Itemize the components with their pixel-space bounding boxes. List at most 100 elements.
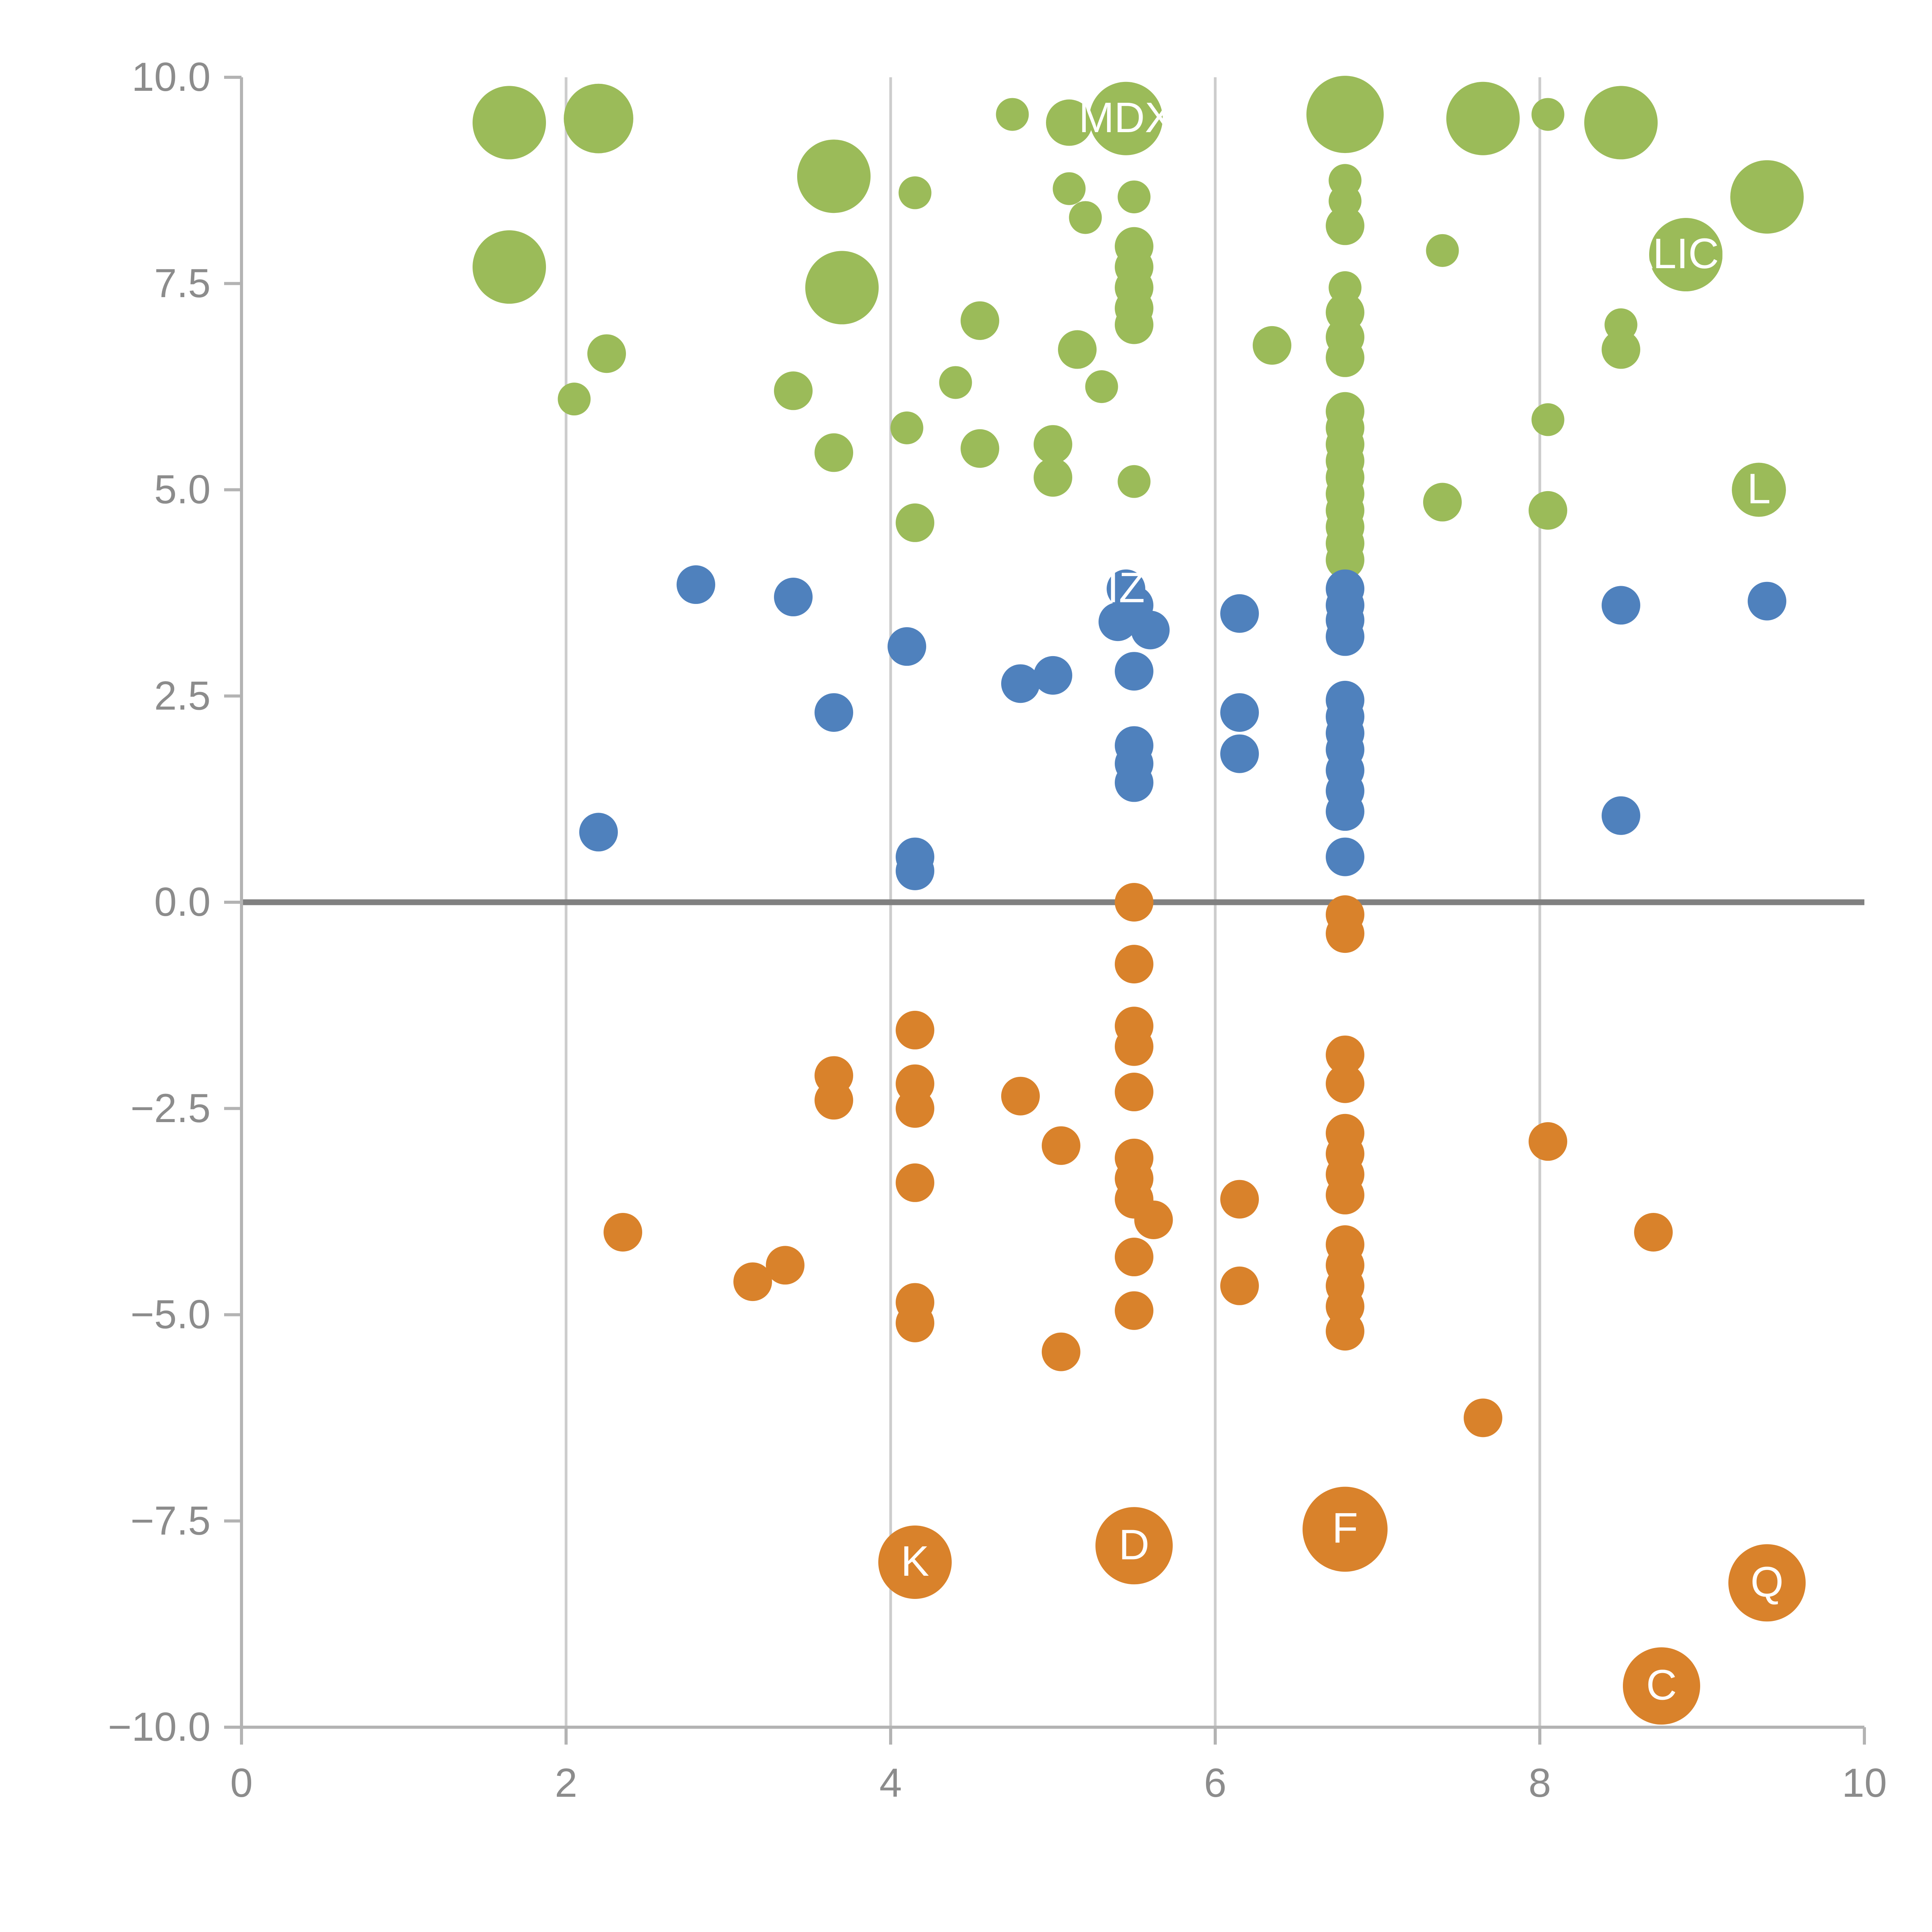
data-point-orange bbox=[1529, 1122, 1567, 1161]
data-point-orange bbox=[766, 1246, 804, 1285]
data-point-green bbox=[1034, 425, 1072, 464]
data-point-orange bbox=[896, 1010, 934, 1049]
point-label: D bbox=[1119, 1521, 1149, 1568]
data-point-blue bbox=[1220, 734, 1259, 773]
data-point-green bbox=[1326, 540, 1364, 579]
data-point-orange bbox=[733, 1262, 772, 1301]
data-point-green bbox=[473, 86, 546, 160]
data-point-orange bbox=[1220, 1266, 1259, 1305]
data-point-green bbox=[1117, 180, 1151, 214]
data-point-orange bbox=[815, 1081, 853, 1120]
data-point-green bbox=[815, 433, 853, 472]
data-point-orange bbox=[1326, 1035, 1364, 1074]
data-point-blue bbox=[1220, 594, 1259, 633]
data-point-green bbox=[1649, 218, 1723, 292]
point-label: MDX bbox=[1079, 94, 1173, 141]
data-point-orange bbox=[1326, 1064, 1364, 1103]
data-point-orange bbox=[878, 1526, 952, 1599]
data-point-orange bbox=[604, 1213, 642, 1252]
y-tick-label: 5.0 bbox=[154, 467, 211, 512]
data-point-orange bbox=[1042, 1332, 1080, 1371]
data-point-blue bbox=[1748, 582, 1786, 621]
data-point-orange bbox=[1623, 1647, 1700, 1725]
data-point-green bbox=[774, 371, 813, 410]
data-point-green bbox=[939, 366, 972, 399]
data-point-blue bbox=[1602, 796, 1640, 835]
data-point-orange bbox=[1134, 1200, 1173, 1239]
data-point-green bbox=[587, 334, 626, 373]
x-tick-label: 8 bbox=[1529, 1760, 1551, 1806]
data-point-orange bbox=[1001, 1077, 1040, 1116]
x-tick-label: 0 bbox=[230, 1760, 253, 1806]
data-point-green bbox=[1326, 338, 1364, 377]
data-point-green bbox=[961, 429, 999, 468]
data-point-orange bbox=[1464, 1398, 1502, 1437]
data-point-green bbox=[898, 176, 932, 209]
data-point-green bbox=[473, 230, 546, 304]
data-point-green bbox=[1069, 201, 1102, 234]
data-point-orange bbox=[1095, 1507, 1173, 1585]
data-point-green bbox=[1584, 86, 1658, 160]
data-point-orange bbox=[1115, 1073, 1153, 1112]
data-point-blue bbox=[1131, 611, 1170, 650]
point-label: Q bbox=[1750, 1558, 1784, 1605]
data-point-green bbox=[1602, 330, 1640, 369]
data-point-green bbox=[1423, 483, 1462, 522]
data-point-green bbox=[558, 383, 591, 416]
data-point-orange bbox=[1634, 1213, 1673, 1252]
point-label: F bbox=[1332, 1505, 1358, 1552]
data-point-blue bbox=[1602, 586, 1640, 625]
data-point-green bbox=[1253, 326, 1291, 365]
data-point-green bbox=[1046, 99, 1092, 146]
data-point-green bbox=[1089, 82, 1163, 155]
data-point-green bbox=[1426, 234, 1459, 267]
data-point-blue bbox=[1326, 792, 1364, 831]
data-point-green bbox=[1730, 160, 1804, 234]
data-point-orange bbox=[1326, 1175, 1364, 1214]
data-point-blue bbox=[1034, 656, 1072, 695]
data-point-green bbox=[1446, 82, 1520, 155]
data-point-orange bbox=[1728, 1544, 1806, 1622]
data-point-orange bbox=[896, 1089, 934, 1128]
data-point-orange bbox=[1326, 1312, 1364, 1351]
data-point-blue bbox=[815, 693, 853, 732]
y-tick-label: 0.0 bbox=[154, 879, 211, 925]
point-label: C bbox=[1646, 1661, 1677, 1709]
data-point-orange bbox=[1303, 1486, 1388, 1572]
y-tick-label: −10.0 bbox=[108, 1704, 211, 1750]
data-point-orange bbox=[1115, 883, 1153, 922]
data-point-blue bbox=[1099, 602, 1137, 641]
y-tick-label: 2.5 bbox=[154, 673, 211, 718]
data-point-green bbox=[1034, 458, 1072, 497]
data-point-green bbox=[1531, 403, 1565, 436]
y-tick-label: −2.5 bbox=[131, 1086, 211, 1131]
data-point-orange bbox=[1115, 1291, 1153, 1330]
data-point-orange bbox=[896, 1163, 934, 1202]
data-point-orange bbox=[1115, 945, 1153, 984]
data-point-orange bbox=[1220, 1180, 1259, 1219]
data-point-green bbox=[1085, 370, 1118, 403]
point-label: K bbox=[901, 1537, 929, 1585]
data-point-green bbox=[1115, 305, 1153, 344]
data-point-blue bbox=[1326, 837, 1364, 876]
data-point-green bbox=[1053, 172, 1086, 205]
data-point-green bbox=[896, 503, 934, 542]
data-point-green bbox=[1117, 465, 1151, 498]
data-point-green bbox=[961, 301, 999, 340]
data-point-green bbox=[1531, 98, 1565, 131]
data-point-orange bbox=[896, 1303, 934, 1342]
data-point-blue bbox=[579, 813, 618, 852]
data-point-blue bbox=[1220, 693, 1259, 732]
y-tick-label: −5.0 bbox=[131, 1292, 211, 1337]
data-point-blue bbox=[1115, 763, 1153, 802]
data-point-blue bbox=[774, 578, 813, 617]
x-tick-label: 4 bbox=[879, 1760, 902, 1806]
data-point-blue bbox=[677, 565, 715, 604]
y-tick-label: 7.5 bbox=[154, 261, 211, 306]
data-point-green bbox=[1326, 206, 1364, 245]
data-point-blue bbox=[1326, 617, 1364, 656]
x-tick-label: 2 bbox=[555, 1760, 577, 1806]
data-point-green bbox=[564, 83, 633, 153]
